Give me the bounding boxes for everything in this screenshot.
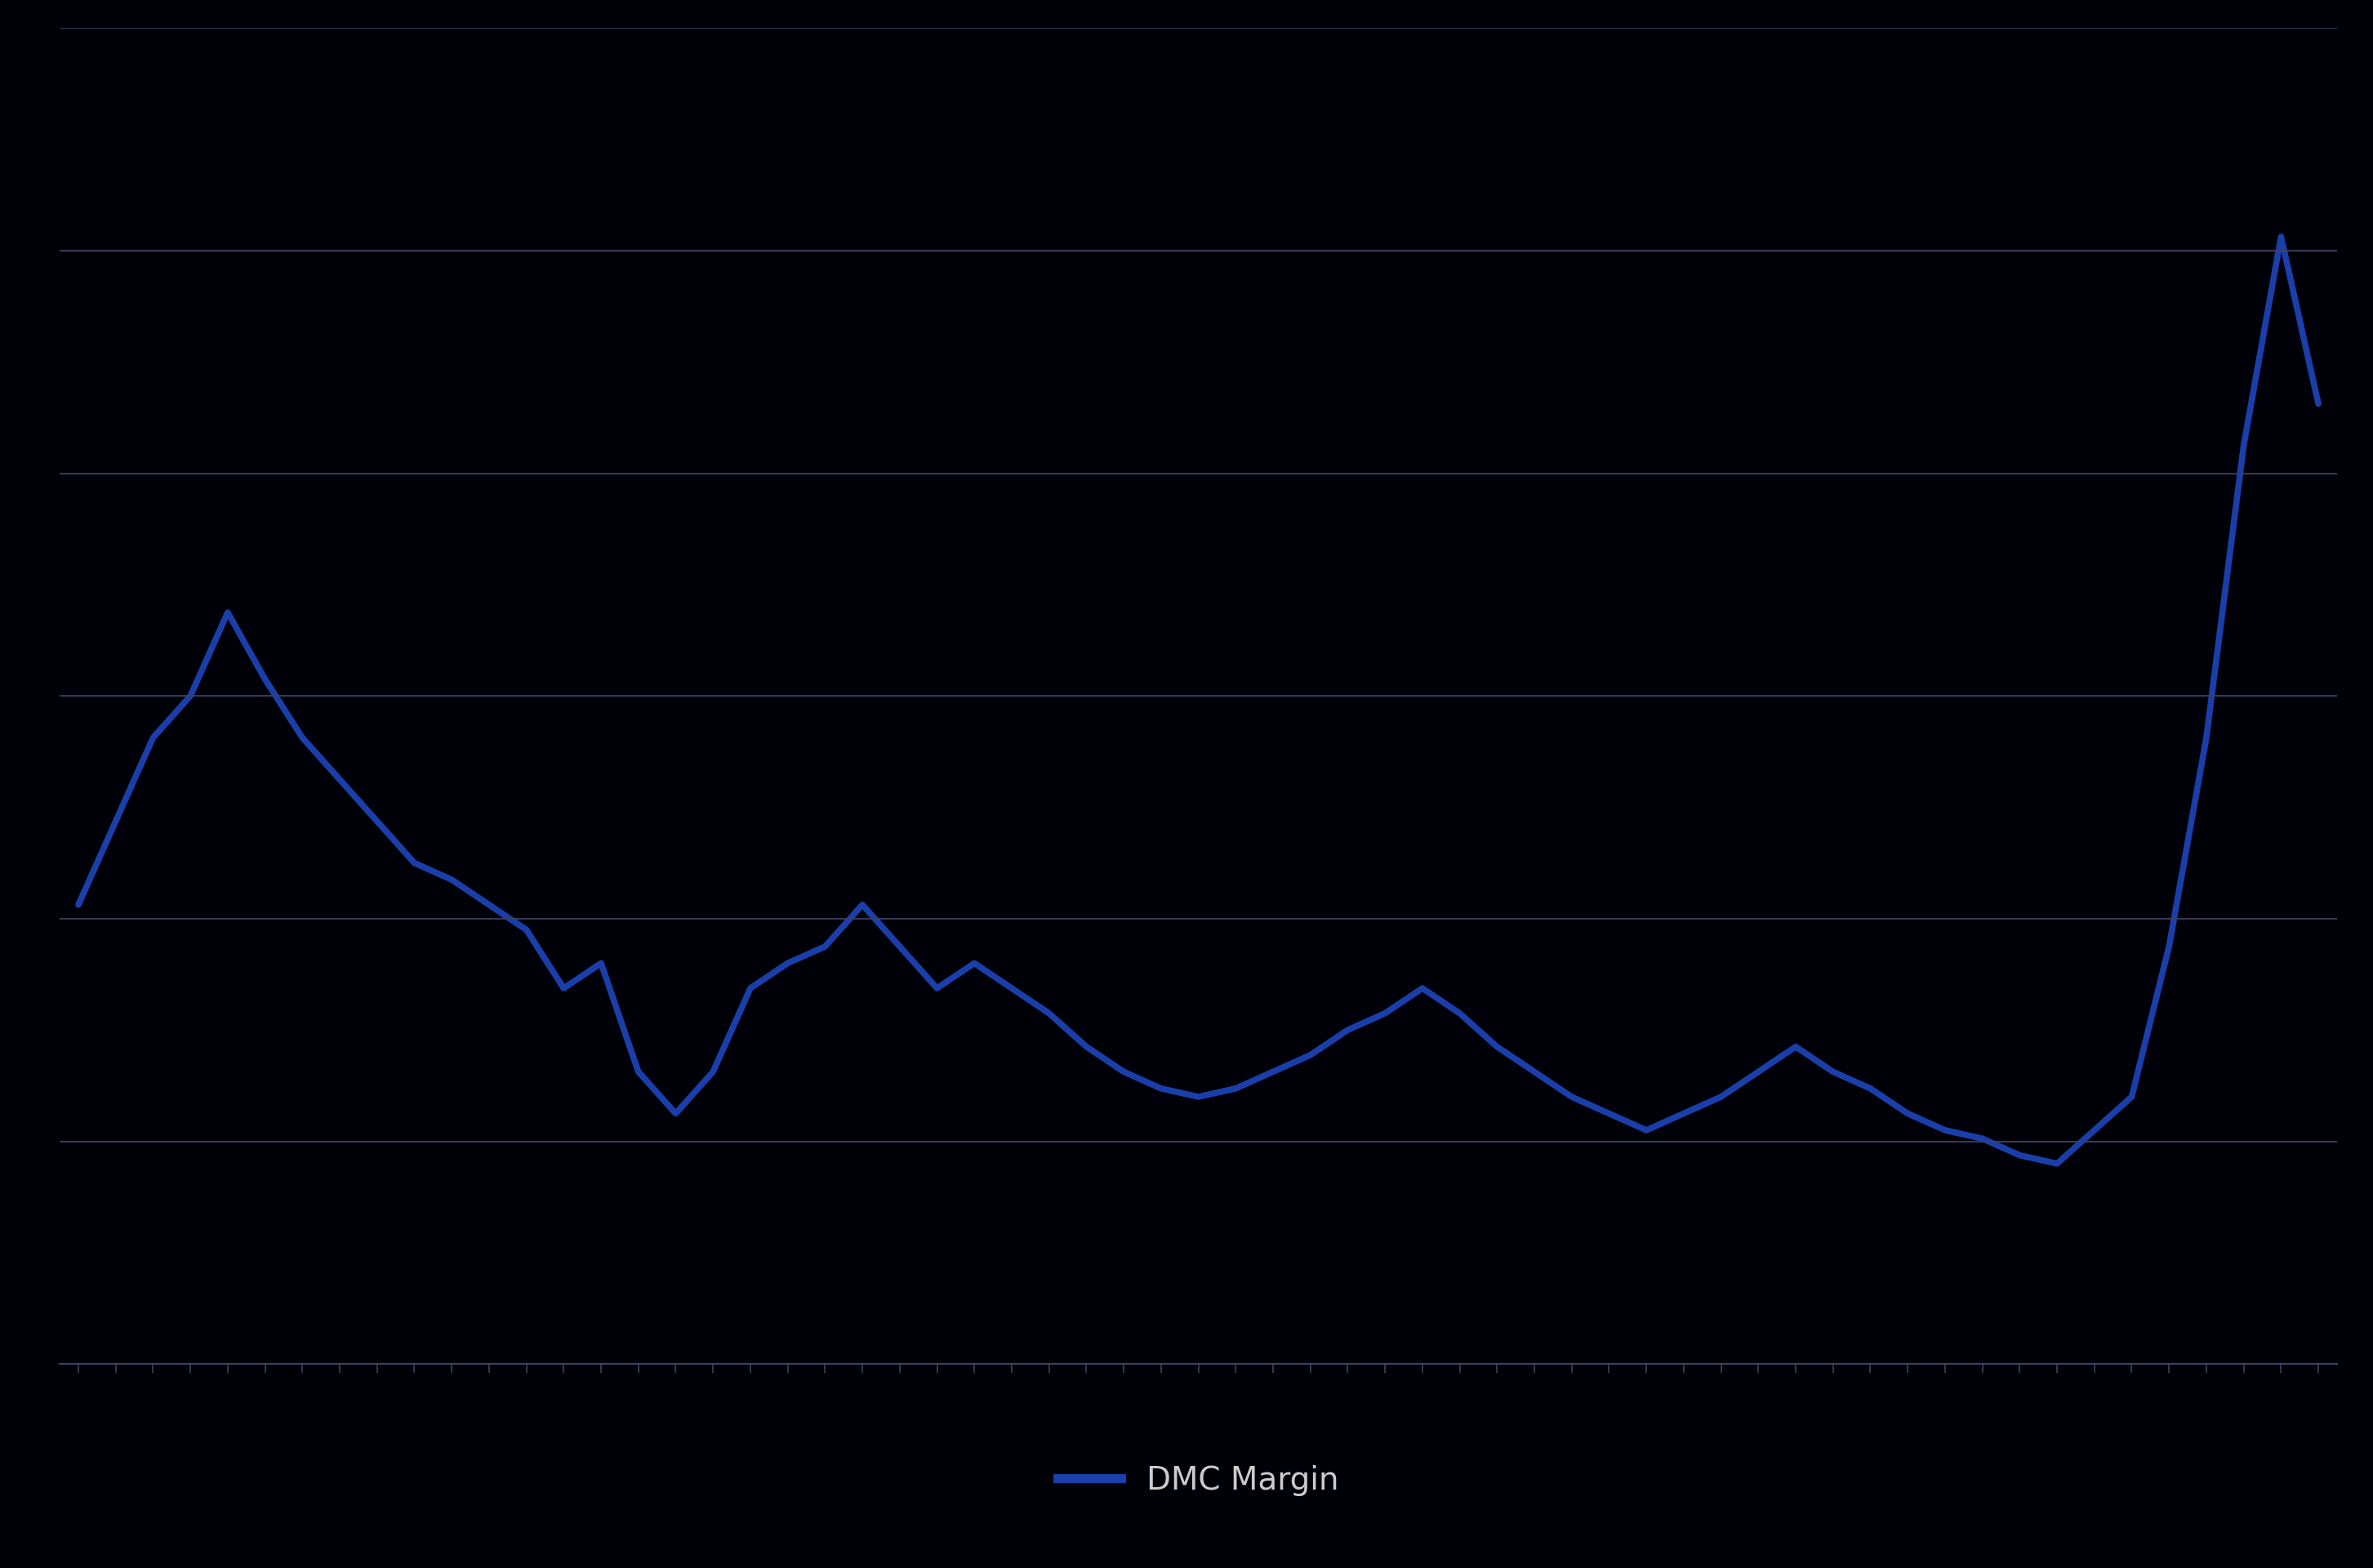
Legend: DMC Margin: DMC Margin [1044,1452,1353,1508]
